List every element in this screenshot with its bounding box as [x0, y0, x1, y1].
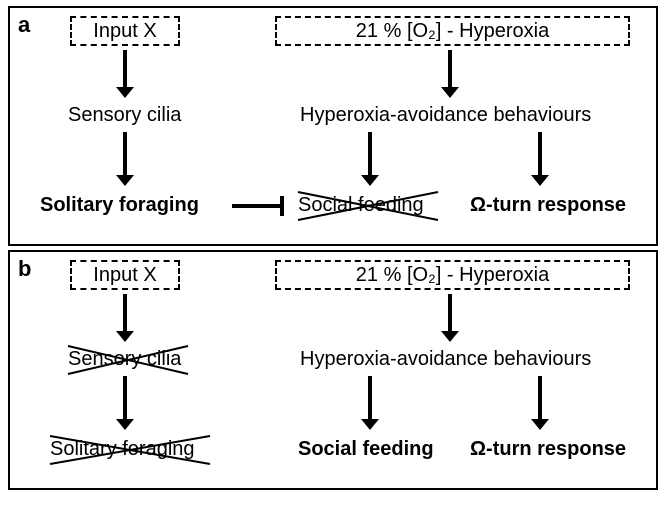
panel-b: b Input X 21 % [O₂] - Hyperoxia Sensory … — [8, 250, 658, 490]
panel-a: a Input X 21 % [O₂] - Hyperoxia Sensory … — [8, 6, 658, 246]
arrows-a — [10, 8, 660, 248]
arrows-b — [10, 252, 660, 492]
